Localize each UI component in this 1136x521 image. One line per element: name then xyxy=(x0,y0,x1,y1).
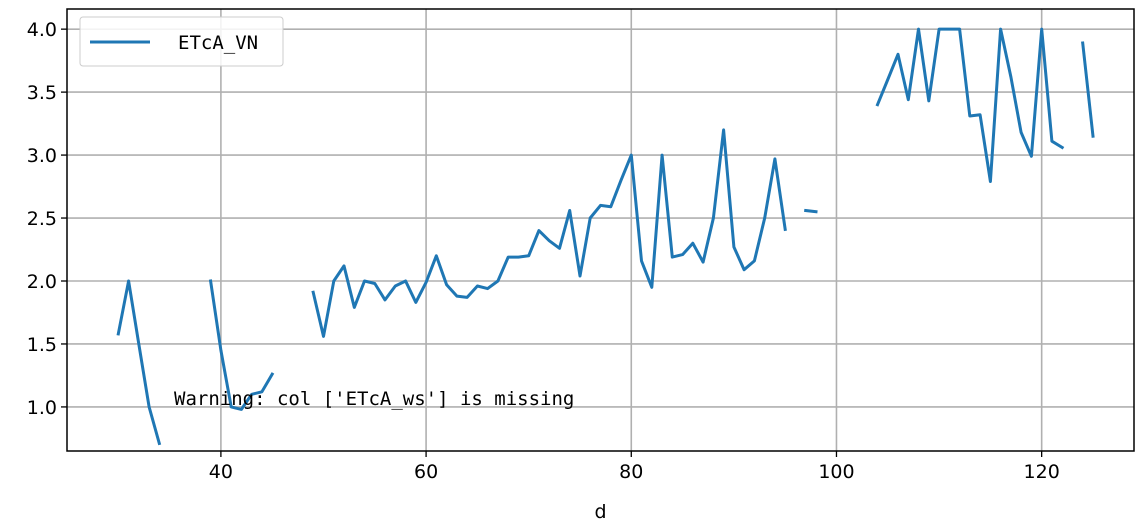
legend-label: ETcA_VN xyxy=(178,32,258,54)
series-line-segment xyxy=(208,279,275,411)
x-axis-ticks: 40 60 80 100 120 xyxy=(209,451,1060,483)
y-tick-label: 3.0 xyxy=(27,145,57,167)
series-line-segment xyxy=(116,279,162,446)
y-tick-label: 1.0 xyxy=(27,397,57,419)
x-tick-label: 120 xyxy=(1024,461,1060,483)
y-tick-label: 3.5 xyxy=(27,82,57,104)
x-tick-label: 80 xyxy=(619,461,643,483)
warning-annotation: Warning: col ['ETcA_ws'] is missing xyxy=(174,388,574,410)
legend-box xyxy=(79,16,284,67)
plot-frame xyxy=(66,8,1135,452)
series-line-segment xyxy=(804,208,818,214)
series-lines xyxy=(116,27,1095,446)
y-tick-label: 2.5 xyxy=(27,208,57,230)
x-tick-label: 100 xyxy=(818,461,854,483)
legend: ETcA_VN xyxy=(79,16,284,67)
x-tick-label: 60 xyxy=(414,461,438,483)
series-line-segment xyxy=(1081,41,1095,138)
y-axis-ticks: 1.0 1.5 2.0 2.5 3.0 3.5 4.0 xyxy=(27,19,67,419)
x-axis-label: d xyxy=(594,501,606,521)
y-tick-label: 2.0 xyxy=(27,271,57,293)
y-tick-label: 1.5 xyxy=(27,334,57,356)
series-line-segment xyxy=(311,128,787,338)
y-tick-label: 4.0 xyxy=(27,19,57,41)
series-line-segment xyxy=(875,27,1065,183)
x-tick-label: 40 xyxy=(209,461,233,483)
